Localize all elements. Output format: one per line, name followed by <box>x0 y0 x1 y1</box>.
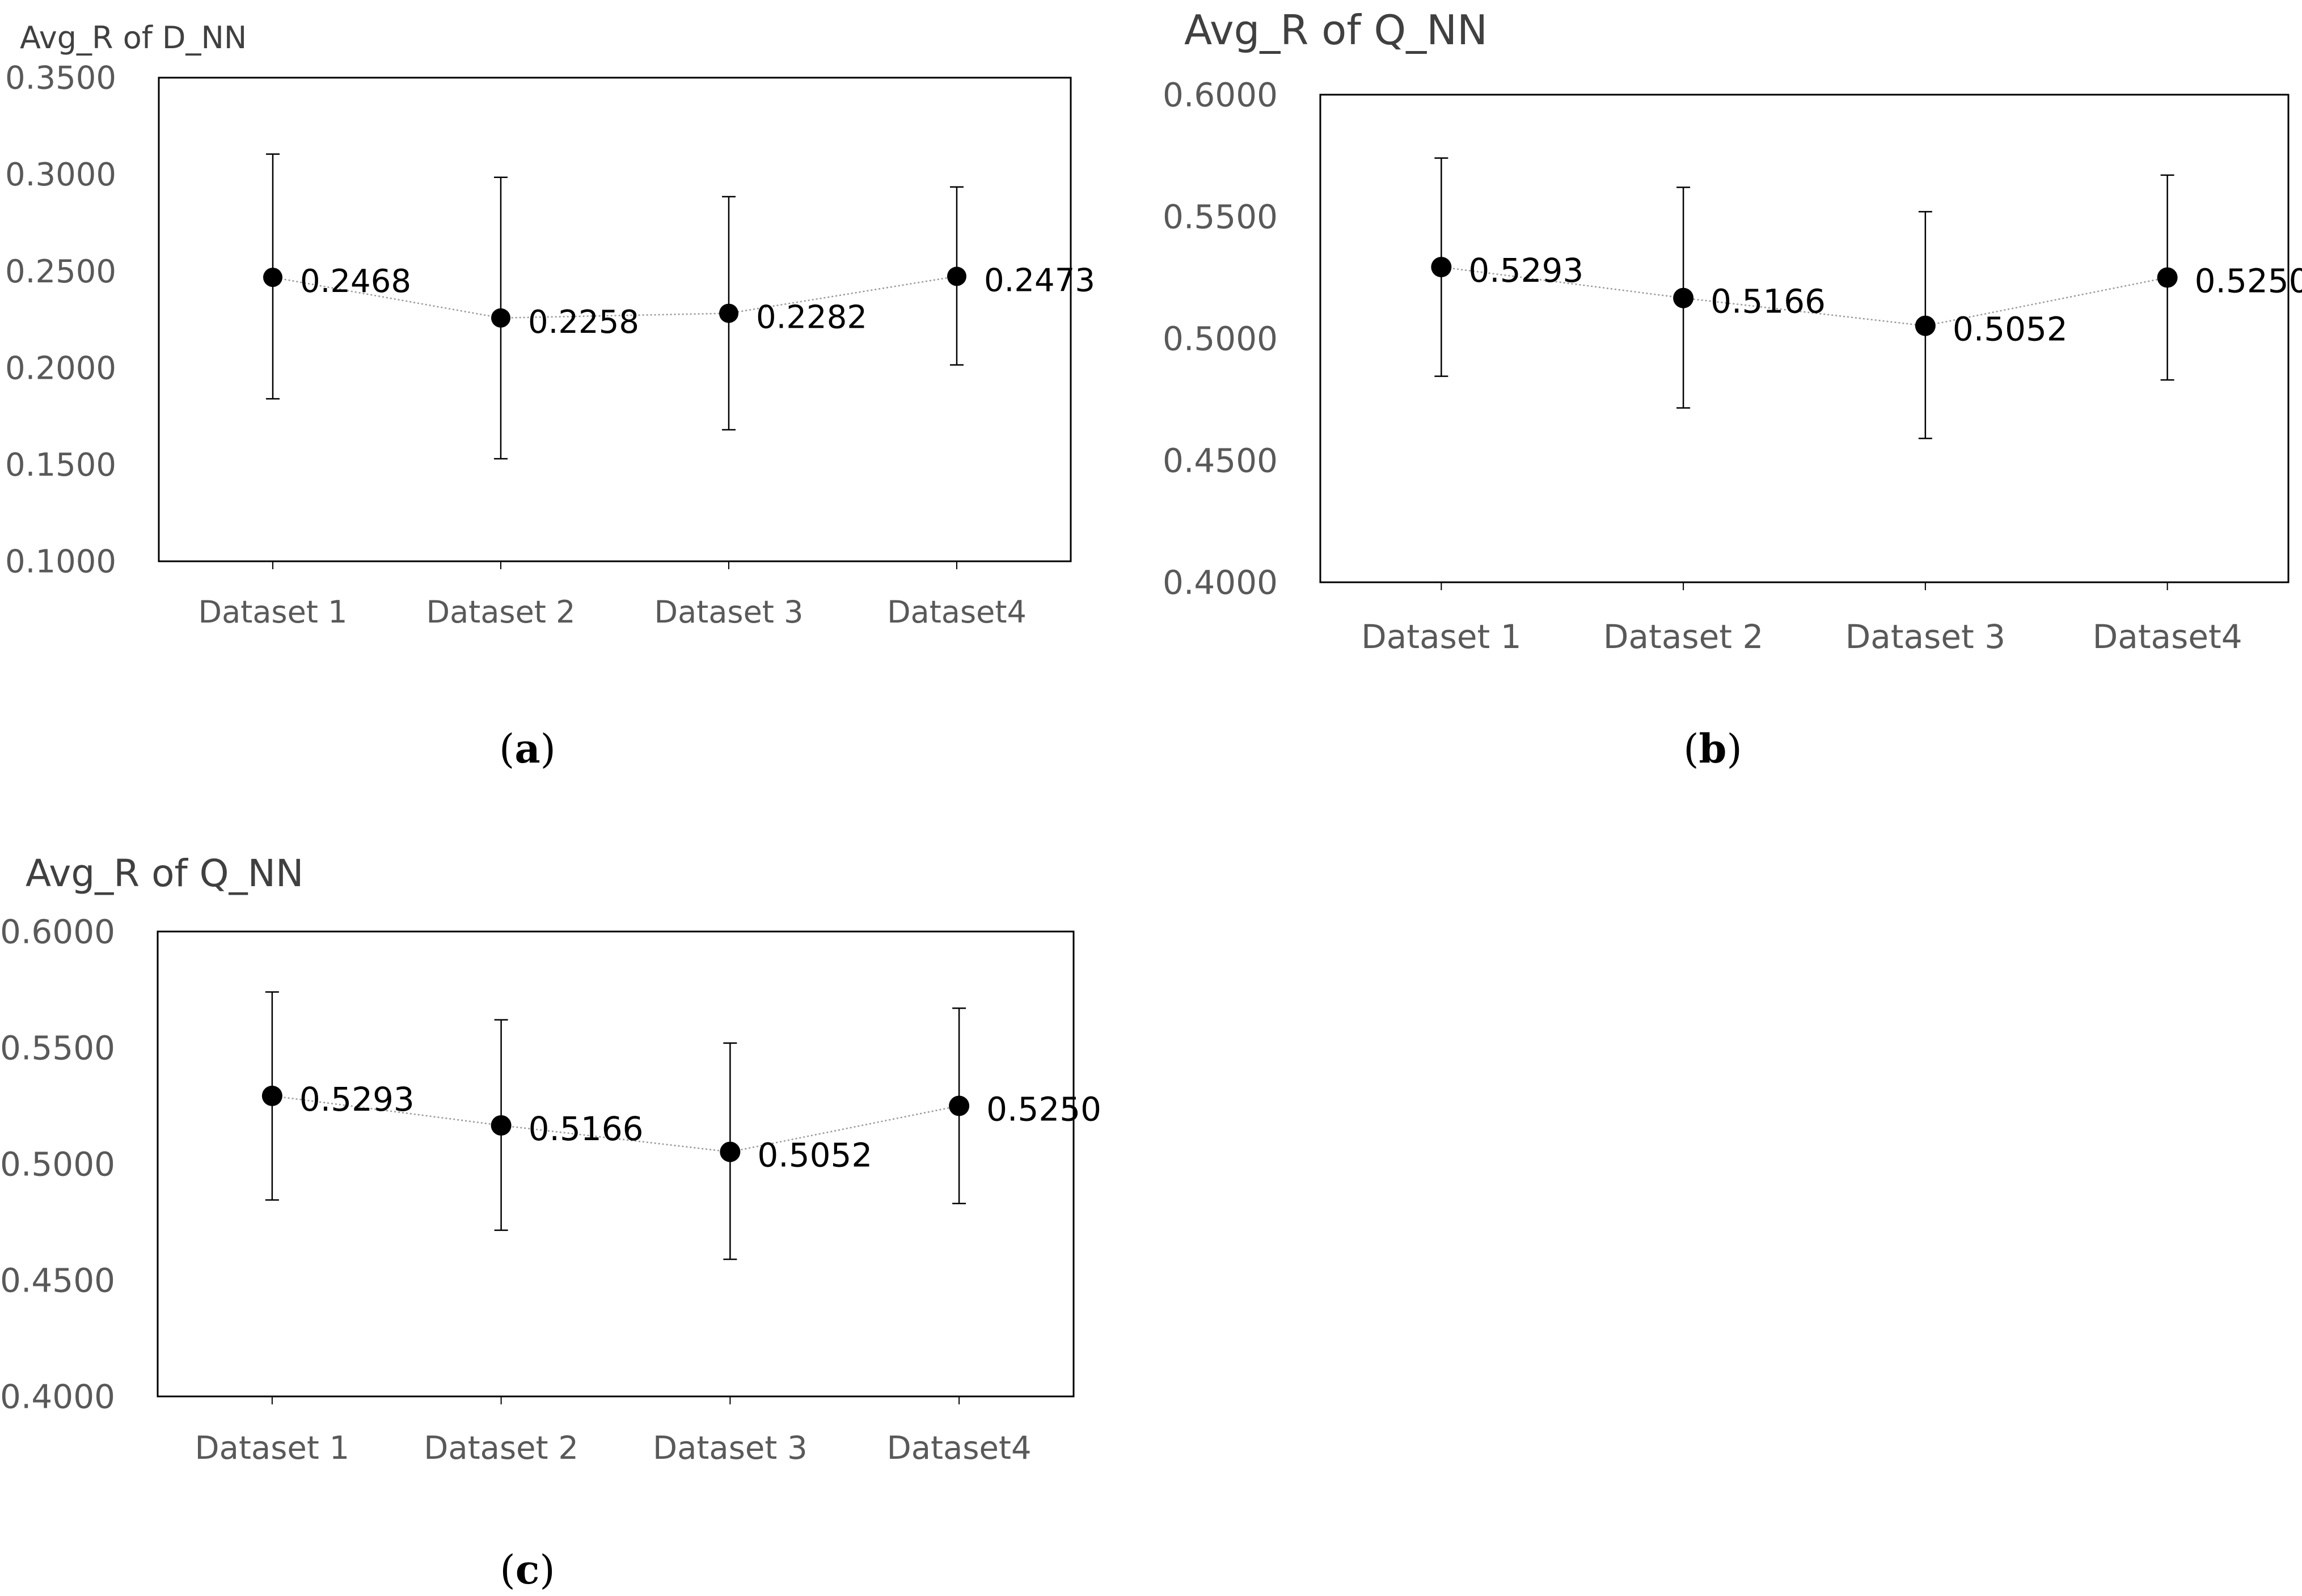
data-label: 0.5166 <box>1710 282 1826 321</box>
data-point <box>491 1115 512 1136</box>
data-point <box>491 308 510 328</box>
series-line <box>1441 266 2168 327</box>
y-tick-label: 0.6000 <box>1163 75 1278 114</box>
x-tick-label: Dataset 1 <box>198 594 348 630</box>
panel-caption-open: ( <box>500 1547 515 1593</box>
y-tick-label: 0.3500 <box>5 60 116 97</box>
y-tick-label: 0.5500 <box>1163 197 1278 236</box>
plot-frame <box>157 930 1075 1398</box>
x-tick-label: Dataset4 <box>887 594 1027 630</box>
data-point <box>261 1085 282 1106</box>
panel-caption-letter: a <box>514 725 540 772</box>
chart-title: Avg_R of Q_NN <box>26 852 303 895</box>
data-point <box>720 1141 741 1162</box>
x-tick-label: Dataset 1 <box>1361 617 1521 656</box>
x-tick-label: Dataset 1 <box>195 1430 350 1467</box>
chart-panel-c: Avg_R of Q_NN 0.4000 0.4500 0.5000 0.5500 0.6… <box>0 852 1101 1593</box>
data-point <box>2157 267 2178 288</box>
y-tick-label: 0.4500 <box>1163 441 1278 480</box>
series-line <box>272 1095 960 1153</box>
data-point <box>719 303 738 323</box>
data-label: 0.2282 <box>756 299 867 336</box>
data-point <box>1673 287 1694 308</box>
panel-caption: (a) <box>499 725 556 772</box>
x-tick-label: Dataset 2 <box>1603 617 1763 656</box>
y-tick-label: 0.4000 <box>0 1377 115 1416</box>
panel-caption-letter: c <box>516 1546 540 1593</box>
panel-caption: (b) <box>1683 725 1742 772</box>
y-tick-label: 0.2000 <box>5 350 116 387</box>
chart-panel-b: Avg_R of Q_NN 0.4000 0.4500 0.5000 0.5500 0.6… <box>1163 6 2302 772</box>
x-tick-label: Dataset 3 <box>1845 617 2005 656</box>
panel-caption-close: ) <box>539 1547 555 1593</box>
panel-caption-close: ) <box>540 726 556 772</box>
panel-caption-open: ( <box>1683 726 1699 772</box>
plot-frame <box>1319 94 2290 583</box>
chart-title: Avg_R of Q_NN <box>1184 6 1488 54</box>
data-label: 0.5250 <box>986 1090 1101 1129</box>
panel-caption: (c) <box>500 1546 555 1593</box>
y-tick-label: 0.5500 <box>0 1028 115 1067</box>
data-label: 0.2258 <box>528 304 639 341</box>
chart-panel-a: Avg_R of D_NN 0.1000 0.1500 0.2000 0.2500 0.3… <box>5 20 1095 772</box>
y-tick-label: 0.3000 <box>5 156 116 193</box>
y-tick-label: 0.1000 <box>5 544 116 581</box>
x-tick-label: Dataset 2 <box>424 1430 578 1467</box>
data-label: 0.5052 <box>1953 310 2068 349</box>
x-tick-label: Dataset 2 <box>426 594 576 630</box>
data-point <box>1431 257 1452 278</box>
data-point <box>1915 315 1936 336</box>
data-label: 0.5293 <box>299 1080 415 1119</box>
y-tick-label: 0.1500 <box>5 447 116 484</box>
plot-frame <box>158 77 1072 562</box>
data-label: 0.5166 <box>529 1110 644 1148</box>
x-tick-label: Dataset 3 <box>654 594 804 630</box>
chart-title: Avg_R of D_NN <box>20 20 247 56</box>
data-point <box>947 266 966 286</box>
y-tick-label: 0.5000 <box>1163 319 1278 358</box>
x-tick-label: Dataset4 <box>887 1430 1032 1467</box>
data-label: 0.2473 <box>984 262 1095 299</box>
x-tick-label: Dataset 3 <box>653 1430 808 1467</box>
data-label: 0.5052 <box>757 1136 872 1175</box>
data-label: 0.2468 <box>300 263 411 300</box>
x-tick-label: Dataset4 <box>2093 617 2242 656</box>
data-point <box>949 1095 970 1116</box>
y-tick-label: 0.2500 <box>5 253 116 290</box>
y-tick-label: 0.6000 <box>0 912 115 951</box>
y-tick-label: 0.4500 <box>0 1261 115 1299</box>
y-tick-label: 0.5000 <box>0 1145 115 1183</box>
data-label: 0.5250 <box>2195 262 2302 300</box>
series-line <box>272 276 957 319</box>
panel-caption-close: ) <box>1726 726 1742 772</box>
data-label: 0.5293 <box>1468 251 1583 290</box>
panel-caption-letter: b <box>1699 725 1727 772</box>
data-point <box>263 268 282 287</box>
panel-caption-open: ( <box>499 726 514 772</box>
y-tick-label: 0.4000 <box>1163 563 1278 602</box>
